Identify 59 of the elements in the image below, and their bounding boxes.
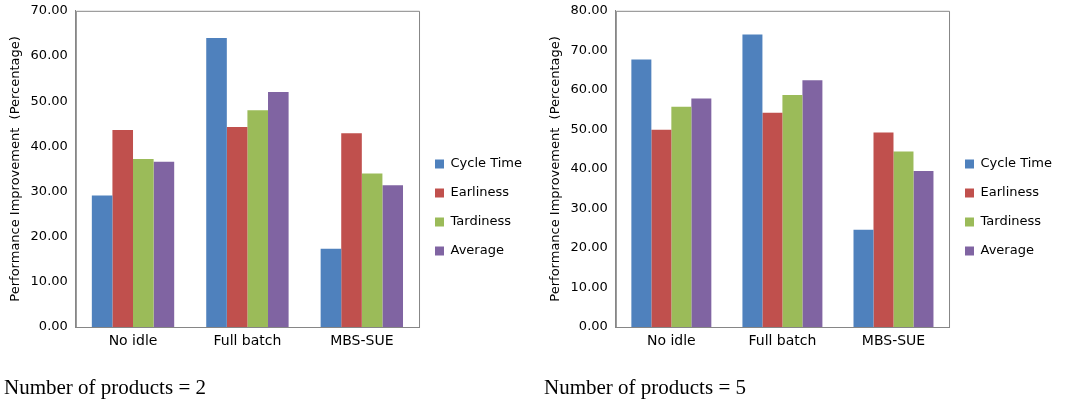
bar <box>893 151 914 327</box>
y-tick-label: 0.00 <box>578 318 608 334</box>
x-tick-label: Full batch <box>213 332 282 349</box>
y-tick-label: 60.00 <box>30 47 68 63</box>
bar <box>671 106 692 327</box>
x-tick-label: MBS-SUE <box>861 332 926 349</box>
legend-label: Tardiness <box>449 213 512 229</box>
bar <box>631 59 652 327</box>
bar <box>691 98 712 327</box>
bar <box>782 94 803 327</box>
y-tick-label: 40.00 <box>30 137 68 153</box>
y-tick-label: 30.00 <box>30 182 68 198</box>
bar <box>651 129 672 327</box>
y-tick-label: 30.00 <box>570 199 608 215</box>
bar <box>382 185 404 327</box>
text: Number of products = 2 <box>4 374 206 399</box>
bar <box>153 161 175 327</box>
bar <box>802 80 823 327</box>
legend-label: Cycle Time <box>980 155 1053 171</box>
y-tick-label: 60.00 <box>570 81 608 97</box>
y-tick-label: 50.00 <box>570 120 608 136</box>
legend-label: Average <box>980 242 1034 258</box>
legend-label: Earliness <box>450 184 510 200</box>
x-tick-label: MBS-SUE <box>330 332 394 349</box>
bar <box>742 34 763 327</box>
x-tick-label: No idle <box>108 332 158 349</box>
bar <box>361 173 383 327</box>
bar <box>206 37 227 327</box>
legend-label: Cycle Time <box>450 155 523 171</box>
y-axis-title: Performance Improvement (Percentage) <box>7 36 23 302</box>
legend-label: Earliness <box>980 184 1040 200</box>
y-tick-label: 10.00 <box>570 278 608 294</box>
legend-label: Tardiness <box>979 213 1042 229</box>
y-tick-label: 70.00 <box>570 41 608 57</box>
y-tick-label: 40.00 <box>570 160 608 176</box>
bar <box>913 170 934 327</box>
y-tick-label: 0.00 <box>38 318 68 334</box>
bar <box>853 229 874 327</box>
bar <box>247 110 269 327</box>
legend-label: Average <box>450 242 504 258</box>
y-tick-label: 20.00 <box>570 239 608 255</box>
x-tick-label: No idle <box>646 332 696 349</box>
bar <box>341 133 362 327</box>
bar <box>268 92 289 327</box>
text: Number of products = 5 <box>544 374 746 399</box>
y-tick-label: 10.00 <box>30 273 68 289</box>
bar <box>91 195 113 327</box>
x-tick-label: Full batch <box>748 332 817 349</box>
bar <box>873 132 894 327</box>
y-tick-label: 50.00 <box>30 92 68 108</box>
y-tick-label: 80.00 <box>570 2 608 18</box>
y-tick-label: 70.00 <box>30 2 68 18</box>
bar <box>133 158 154 327</box>
bar <box>226 126 248 327</box>
y-axis-title: Performance Improvement (Percentage) <box>547 36 563 302</box>
bar <box>112 130 134 327</box>
bar <box>762 112 783 327</box>
y-tick-label: 20.00 <box>30 228 68 244</box>
bar <box>320 248 342 327</box>
